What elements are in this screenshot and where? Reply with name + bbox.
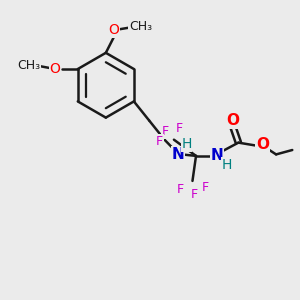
Text: F: F — [190, 188, 197, 201]
Text: F: F — [162, 125, 169, 138]
Text: F: F — [176, 122, 183, 135]
Text: CH₃: CH₃ — [18, 59, 41, 72]
Text: CH₃: CH₃ — [129, 20, 152, 33]
Text: O: O — [226, 113, 240, 128]
Text: F: F — [176, 183, 184, 196]
Text: N: N — [211, 148, 224, 164]
Text: F: F — [156, 135, 164, 148]
Text: O: O — [50, 62, 61, 76]
Text: N: N — [171, 147, 184, 162]
Text: O: O — [256, 137, 269, 152]
Text: H: H — [182, 137, 192, 151]
Text: H: H — [221, 158, 232, 172]
Text: O: O — [109, 23, 119, 37]
Text: F: F — [202, 181, 209, 194]
